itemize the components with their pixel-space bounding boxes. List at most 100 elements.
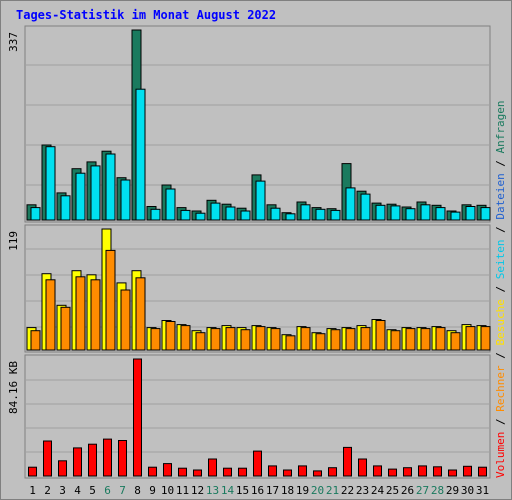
top-bar-dateien-day-6 — [105, 153, 116, 221]
bottom-max-label: 84.16 KB — [7, 361, 20, 414]
middle-bar-besuche-day-28 — [435, 327, 446, 351]
x-tick-label-13: 13 — [206, 484, 219, 497]
x-tick-label-4: 4 — [74, 484, 81, 497]
middle-bar-besuche-day-30 — [465, 326, 476, 351]
x-tick-label-8: 8 — [134, 484, 141, 497]
bottom-bar-volumen-day-13 — [208, 458, 217, 477]
middle-bar-besuche-day-13 — [210, 328, 221, 351]
x-tick-label-1: 1 — [29, 484, 36, 497]
x-tick-label-5: 5 — [89, 484, 96, 497]
top-bar-dateien-day-10 — [165, 188, 176, 221]
bottom-bar-volumen-day-30 — [463, 465, 472, 477]
middle-bar-besuche-day-29 — [450, 332, 461, 351]
bottom-bar-volumen-day-23 — [358, 458, 367, 477]
bottom-bar-volumen-day-19 — [298, 465, 307, 477]
top-bar-dateien-day-9 — [150, 208, 161, 221]
bottom-bar-volumen-day-10 — [163, 463, 172, 477]
legend-segment-4: Besuche — [494, 299, 507, 345]
x-tick-label-31: 31 — [476, 484, 489, 497]
x-tick-label-27: 27 — [416, 484, 429, 497]
top-bar-dateien-day-8 — [135, 88, 146, 221]
middle-bar-besuche-day-27 — [420, 328, 431, 351]
middle-bar-besuche-day-5 — [90, 279, 101, 351]
x-tick-label-22: 22 — [341, 484, 354, 497]
bottom-bar-volumen-day-6 — [103, 438, 112, 477]
middle-bar-besuche-day-2 — [45, 279, 56, 351]
top-bar-dateien-day-3 — [60, 195, 71, 221]
middle-bar-besuche-day-20 — [315, 333, 326, 351]
middle-bar-besuche-day-3 — [60, 306, 71, 351]
bottom-bar-volumen-day-14 — [223, 467, 232, 477]
top-bar-dateien-day-15 — [240, 210, 251, 221]
top-bar-dateien-day-30 — [465, 206, 476, 221]
x-tick-label-28: 28 — [431, 484, 444, 497]
x-tick-label-9: 9 — [149, 484, 156, 497]
middle-bar-besuche-day-18 — [285, 335, 296, 351]
top-bar-dateien-day-26 — [405, 208, 416, 221]
bottom-bar-volumen-day-29 — [448, 469, 457, 477]
x-tick-label-16: 16 — [251, 484, 264, 497]
middle-bar-besuche-day-24 — [375, 320, 386, 351]
legend-segment-3: / — [494, 346, 507, 366]
legend-segment-10: Anfragen — [494, 100, 507, 153]
top-bar-dateien-day-14 — [225, 206, 236, 221]
middle-bar-besuche-day-17 — [270, 328, 281, 351]
x-tick-label-19: 19 — [296, 484, 309, 497]
top-bar-dateien-day-2 — [45, 146, 56, 221]
bottom-bar-volumen-day-31 — [478, 466, 487, 477]
bottom-bar-volumen-day-17 — [268, 465, 277, 477]
top-bar-dateien-day-11 — [180, 209, 191, 221]
top-bar-dateien-day-21 — [330, 209, 341, 221]
x-tick-label-2: 2 — [44, 484, 51, 497]
top-bar-dateien-day-22 — [345, 187, 356, 221]
top-bar-dateien-day-28 — [435, 207, 446, 221]
x-tick-label-7: 7 — [119, 484, 126, 497]
bottom-bar-volumen-day-20 — [313, 470, 322, 477]
middle-bar-besuche-day-11 — [180, 325, 191, 351]
x-tick-label-23: 23 — [356, 484, 369, 497]
top-bar-dateien-day-17 — [270, 207, 281, 221]
top-bar-dateien-day-1 — [30, 207, 41, 221]
x-tick-label-21: 21 — [326, 484, 339, 497]
middle-bar-besuche-day-19 — [300, 327, 311, 351]
middle-bar-besuche-day-31 — [480, 326, 491, 351]
bottom-bar-volumen-day-18 — [283, 469, 292, 477]
top-bar-dateien-day-20 — [315, 208, 326, 221]
bottom-bar-volumen-day-26 — [403, 467, 412, 477]
middle-bar-besuche-day-8 — [135, 277, 146, 351]
bottom-bar-volumen-day-11 — [178, 467, 187, 477]
middle-bar-besuche-day-15 — [240, 329, 251, 351]
top-bar-dateien-day-4 — [75, 172, 86, 221]
bottom-bar-volumen-day-4 — [73, 447, 82, 477]
top-max-label: 337 — [7, 32, 20, 52]
x-tick-label-24: 24 — [371, 484, 385, 497]
legend-segment-0: Volumen — [494, 432, 507, 478]
middle-bar-besuche-day-16 — [255, 326, 266, 351]
x-tick-label-6: 6 — [104, 484, 111, 497]
x-tick-label-26: 26 — [401, 484, 414, 497]
top-bar-dateien-day-13 — [210, 202, 221, 221]
x-tick-label-25: 25 — [386, 484, 399, 497]
bottom-bar-volumen-day-12 — [193, 469, 202, 477]
bottom-bar-volumen-day-16 — [253, 450, 262, 477]
x-tick-label-18: 18 — [281, 484, 294, 497]
top-bar-dateien-day-24 — [375, 204, 386, 221]
middle-bar-besuche-day-21 — [330, 329, 341, 351]
top-bar-dateien-day-23 — [360, 193, 371, 221]
x-tick-label-12: 12 — [191, 484, 204, 497]
top-bar-dateien-day-18 — [285, 213, 296, 221]
middle-bar-besuche-day-25 — [390, 330, 401, 351]
middle-bar-besuche-day-14 — [225, 327, 236, 351]
top-bar-dateien-day-31 — [480, 207, 491, 221]
x-tick-label-3: 3 — [59, 484, 66, 497]
middle-bar-besuche-day-6 — [105, 249, 116, 351]
legend-segment-6: Seiten — [494, 240, 507, 280]
middle-bar-besuche-day-10 — [165, 321, 176, 351]
x-tick-label-15: 15 — [236, 484, 249, 497]
chart-title: Tages-Statistik im Monat August 2022 — [16, 8, 277, 22]
x-tick-label-17: 17 — [266, 484, 279, 497]
bottom-bar-volumen-day-9 — [148, 466, 157, 477]
bottom-bar-volumen-day-24 — [373, 465, 382, 477]
middle-max-label: 119 — [7, 231, 20, 251]
